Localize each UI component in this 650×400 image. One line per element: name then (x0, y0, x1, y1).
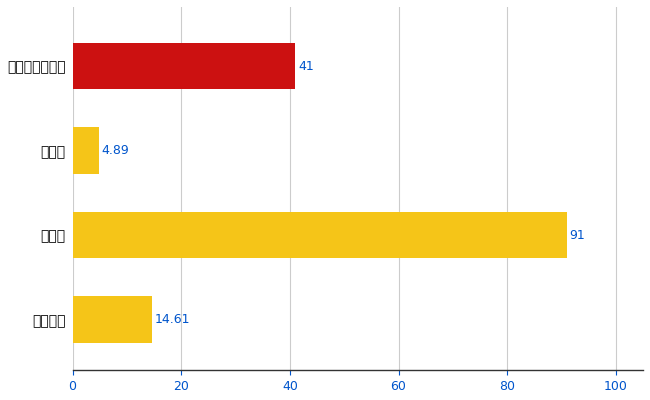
Bar (73, 127, 99, 174)
Text: 41: 41 (298, 60, 314, 73)
Text: 14.61: 14.61 (155, 313, 190, 326)
Bar (73, 212, 567, 258)
Text: 91: 91 (569, 229, 586, 242)
Text: 4.89: 4.89 (102, 144, 129, 157)
Bar (73, 43, 295, 89)
Bar (73, 296, 152, 343)
